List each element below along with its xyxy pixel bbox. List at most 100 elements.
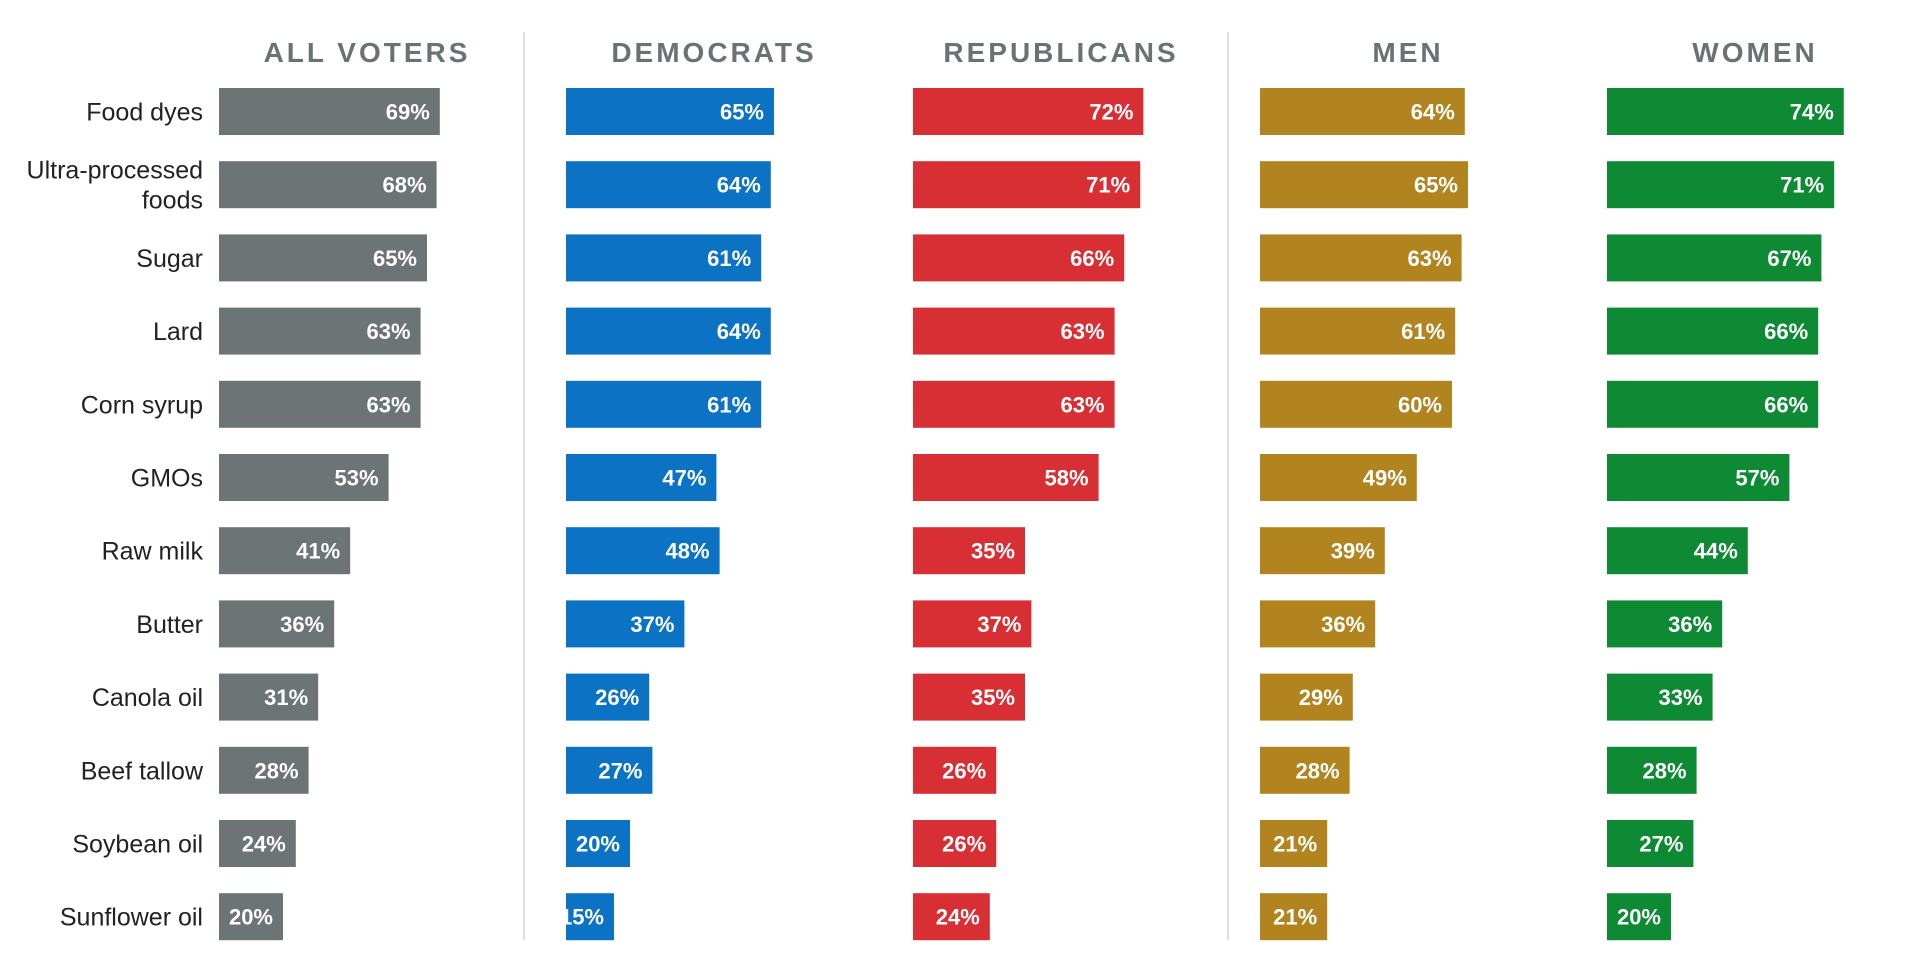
value-label-men-raw-milk: 39%: [1331, 539, 1375, 564]
bar-women-raw-milk: [1607, 527, 1748, 575]
value-label-republicans-sunflower-oil: 24%: [936, 905, 980, 930]
value-label-all-voters-butter: 36%: [280, 612, 324, 637]
category-label-ultra-processed-foods-line-2: foods: [142, 187, 203, 215]
value-label-democrats-sugar: 61%: [707, 246, 751, 271]
column-title-women: WOMEN: [1692, 37, 1817, 68]
value-label-all-voters-food-dyes: 69%: [386, 100, 430, 125]
bar-women-soybean-oil: [1607, 820, 1694, 867]
value-label-men-beef-tallow: 28%: [1296, 758, 1340, 783]
value-label-women-beef-tallow: 28%: [1643, 758, 1687, 783]
value-label-democrats-soybean-oil: 20%: [576, 832, 620, 857]
category-label-raw-milk: Raw milk: [102, 538, 204, 566]
bar-men-sugar: [1260, 234, 1462, 282]
bar-all-voters-soybean-oil: [219, 820, 296, 867]
value-label-women-gmos: 57%: [1735, 466, 1779, 491]
value-label-women-food-dyes: 74%: [1790, 100, 1834, 125]
value-label-democrats-lard: 64%: [717, 319, 761, 344]
category-label-lard: Lard: [153, 318, 203, 346]
bar-all-voters-sugar: [219, 234, 427, 282]
value-label-democrats-raw-milk: 48%: [666, 539, 710, 564]
bar-democrats-ultra-processed-foods: [566, 161, 771, 209]
bar-all-voters-food-dyes: [219, 88, 440, 135]
value-label-republicans-sugar: 66%: [1070, 246, 1114, 271]
column-title-republicans: REPUBLICANS: [943, 37, 1178, 68]
value-label-men-sugar: 63%: [1408, 246, 1452, 271]
value-label-women-raw-milk: 44%: [1694, 539, 1738, 564]
bar-all-voters-beef-tallow: [219, 746, 309, 794]
bar-women-corn-syrup: [1607, 380, 1819, 428]
category-label-butter: Butter: [136, 611, 203, 639]
bar-men-gmos: [1260, 454, 1417, 501]
column-title-all-voters: ALL VOTERS: [264, 37, 471, 68]
value-label-women-ultra-processed-foods: 71%: [1780, 173, 1824, 198]
value-label-men-corn-syrup: 60%: [1398, 392, 1442, 417]
bar-men-food-dyes: [1260, 88, 1465, 135]
bar-all-voters-ultra-processed-foods: [219, 161, 437, 209]
bar-republicans-canola-oil: [913, 673, 1025, 721]
bar-all-voters-gmos: [219, 454, 389, 501]
bar-all-voters-lard: [219, 307, 421, 355]
bar-women-canola-oil: [1607, 673, 1713, 721]
column-titles: ALL VOTERS DEMOCRATS REPUBLICANS MEN WOMEN: [264, 37, 1817, 68]
category-label-ultra-processed-foods-line-1: Ultra-processed: [27, 157, 203, 185]
value-label-republicans-beef-tallow: 26%: [942, 758, 986, 783]
value-label-all-voters-beef-tallow: 28%: [255, 758, 299, 783]
value-label-republicans-canola-oil: 35%: [971, 685, 1015, 710]
value-label-men-sunflower-oil: 21%: [1273, 905, 1317, 930]
value-label-women-butter: 36%: [1668, 612, 1712, 637]
bar-democrats-soybean-oil: [566, 820, 630, 867]
value-label-all-voters-soybean-oil: 24%: [242, 832, 286, 857]
bar-men-butter: [1260, 600, 1376, 648]
bar-democrats-corn-syrup: [566, 380, 762, 428]
bar-women-beef-tallow: [1607, 746, 1697, 794]
value-label-republicans-lard: 63%: [1061, 319, 1105, 344]
value-label-men-soybean-oil: 21%: [1273, 832, 1317, 857]
bar-men-raw-milk: [1260, 527, 1385, 575]
bar-republicans-food-dyes: [913, 88, 1144, 135]
value-label-women-corn-syrup: 66%: [1764, 392, 1808, 417]
value-label-all-voters-sunflower-oil: 20%: [229, 905, 273, 930]
bar-republicans-gmos: [913, 454, 1099, 501]
value-label-men-butter: 36%: [1321, 612, 1365, 637]
bar-all-voters-sunflower-oil: [219, 893, 283, 941]
value-label-men-lard: 61%: [1401, 319, 1445, 344]
bar-democrats-beef-tallow: [566, 746, 653, 794]
value-label-women-sugar: 67%: [1767, 246, 1811, 271]
value-label-men-food-dyes: 64%: [1411, 100, 1455, 125]
bar-democrats-butter: [566, 600, 685, 648]
value-label-women-sunflower-oil: 20%: [1617, 905, 1661, 930]
value-label-men-gmos: 49%: [1363, 466, 1407, 491]
value-label-republicans-ultra-processed-foods: 71%: [1086, 173, 1130, 198]
bar-republicans-sunflower-oil: [913, 893, 990, 941]
bar-democrats-canola-oil: [566, 673, 650, 721]
value-label-women-canola-oil: 33%: [1659, 685, 1703, 710]
bar-republicans-soybean-oil: [913, 820, 997, 867]
column-title-democrats: DEMOCRATS: [611, 37, 816, 68]
bar-republicans-sugar: [913, 234, 1125, 282]
bar-women-lard: [1607, 307, 1819, 355]
value-label-democrats-ultra-processed-foods: 64%: [717, 173, 761, 198]
bar-republicans-beef-tallow: [913, 746, 997, 794]
bar-women-ultra-processed-foods: [1607, 161, 1835, 209]
bar-men-sunflower-oil: [1260, 893, 1328, 941]
bar-republicans-ultra-processed-foods: [913, 161, 1141, 209]
category-label-beef-tallow: Beef tallow: [81, 757, 204, 785]
value-label-all-voters-corn-syrup: 63%: [367, 392, 411, 417]
value-label-democrats-sunflower-oil: 15%: [560, 905, 604, 930]
value-label-republicans-butter: 37%: [977, 612, 1021, 637]
category-label-sugar: Sugar: [136, 245, 203, 273]
bar-all-voters-canola-oil: [219, 673, 319, 721]
value-label-men-canola-oil: 29%: [1299, 685, 1343, 710]
value-label-all-voters-canola-oil: 31%: [264, 685, 308, 710]
category-label-gmos: GMOs: [131, 465, 203, 493]
value-label-all-voters-gmos: 53%: [335, 466, 379, 491]
value-label-republicans-corn-syrup: 63%: [1061, 392, 1105, 417]
value-label-women-lard: 66%: [1764, 319, 1808, 344]
bar-men-lard: [1260, 307, 1456, 355]
value-label-women-soybean-oil: 27%: [1639, 832, 1683, 857]
value-label-republicans-soybean-oil: 26%: [942, 832, 986, 857]
category-label-corn-syrup: Corn syrup: [81, 391, 203, 419]
bar-women-sugar: [1607, 234, 1822, 282]
